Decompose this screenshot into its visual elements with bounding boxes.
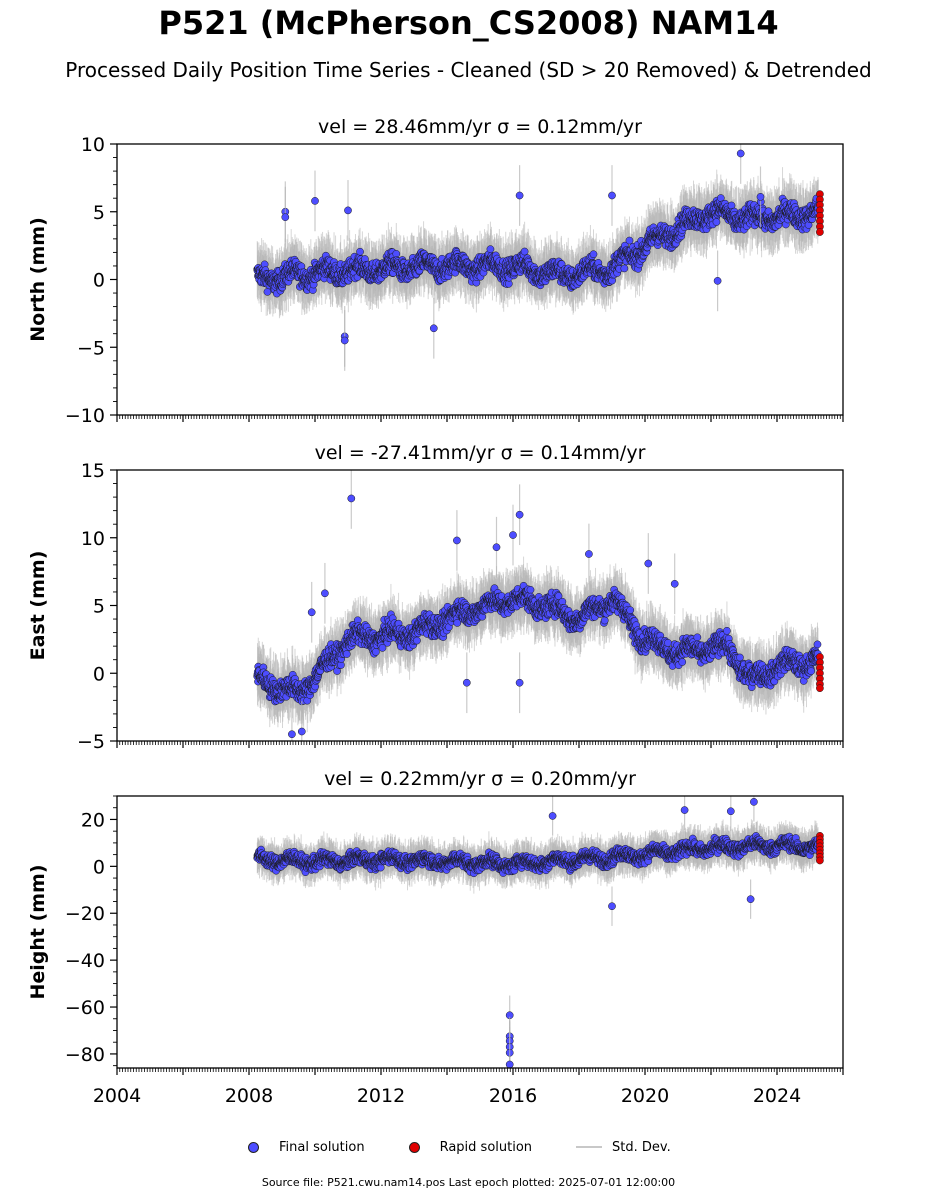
y-tick-label: −10 [65, 405, 105, 427]
y-axis-label: North (mm) [27, 217, 49, 342]
y-tick-label: 0 [93, 270, 105, 292]
panel-title: vel = 28.46mm/yr σ = 0.12mm/yr [318, 116, 642, 138]
y-axis-label: East (mm) [27, 551, 49, 661]
final-solution-point [713, 277, 722, 285]
final-solution-point [281, 213, 290, 222]
final-solution-point [520, 247, 529, 256]
figure-subtitle: Processed Daily Position Time Series - C… [65, 58, 872, 82]
final-solution-point [589, 250, 598, 259]
y-tick-label: −5 [77, 337, 105, 359]
figure-title: P521 (McPherson_CS2008) NAM14 [158, 4, 779, 42]
final-solution-point [620, 264, 629, 273]
east-panel: vel = -27.41mm/yr σ = 0.14mm/yr East (mm)… [27, 442, 844, 753]
data-layer [253, 470, 824, 741]
final-solution-point [608, 191, 616, 200]
y-tick-label: 5 [93, 202, 105, 224]
final-solution-point [625, 236, 634, 245]
final-solution-point [356, 247, 364, 256]
final-solution-point [344, 206, 352, 215]
rapid-solution-point [816, 228, 824, 236]
north-panel: vel = 28.46mm/yr σ = 0.12mm/yr North (mm)… [27, 116, 844, 427]
y-tick-label: 10 [81, 134, 105, 156]
final-solution-point [712, 218, 721, 226]
data-layer [253, 144, 824, 371]
final-solution-point [486, 245, 495, 254]
panel-title: vel = -27.41mm/yr σ = 0.14mm/yr [315, 442, 646, 464]
final-solution-point [429, 324, 438, 333]
final-solution-point [340, 336, 349, 345]
final-solution-point [515, 191, 524, 200]
final-solution-point [736, 149, 745, 158]
final-solution-point [311, 197, 319, 205]
final-solution-point [756, 192, 765, 201]
final-solution-point [263, 288, 272, 296]
